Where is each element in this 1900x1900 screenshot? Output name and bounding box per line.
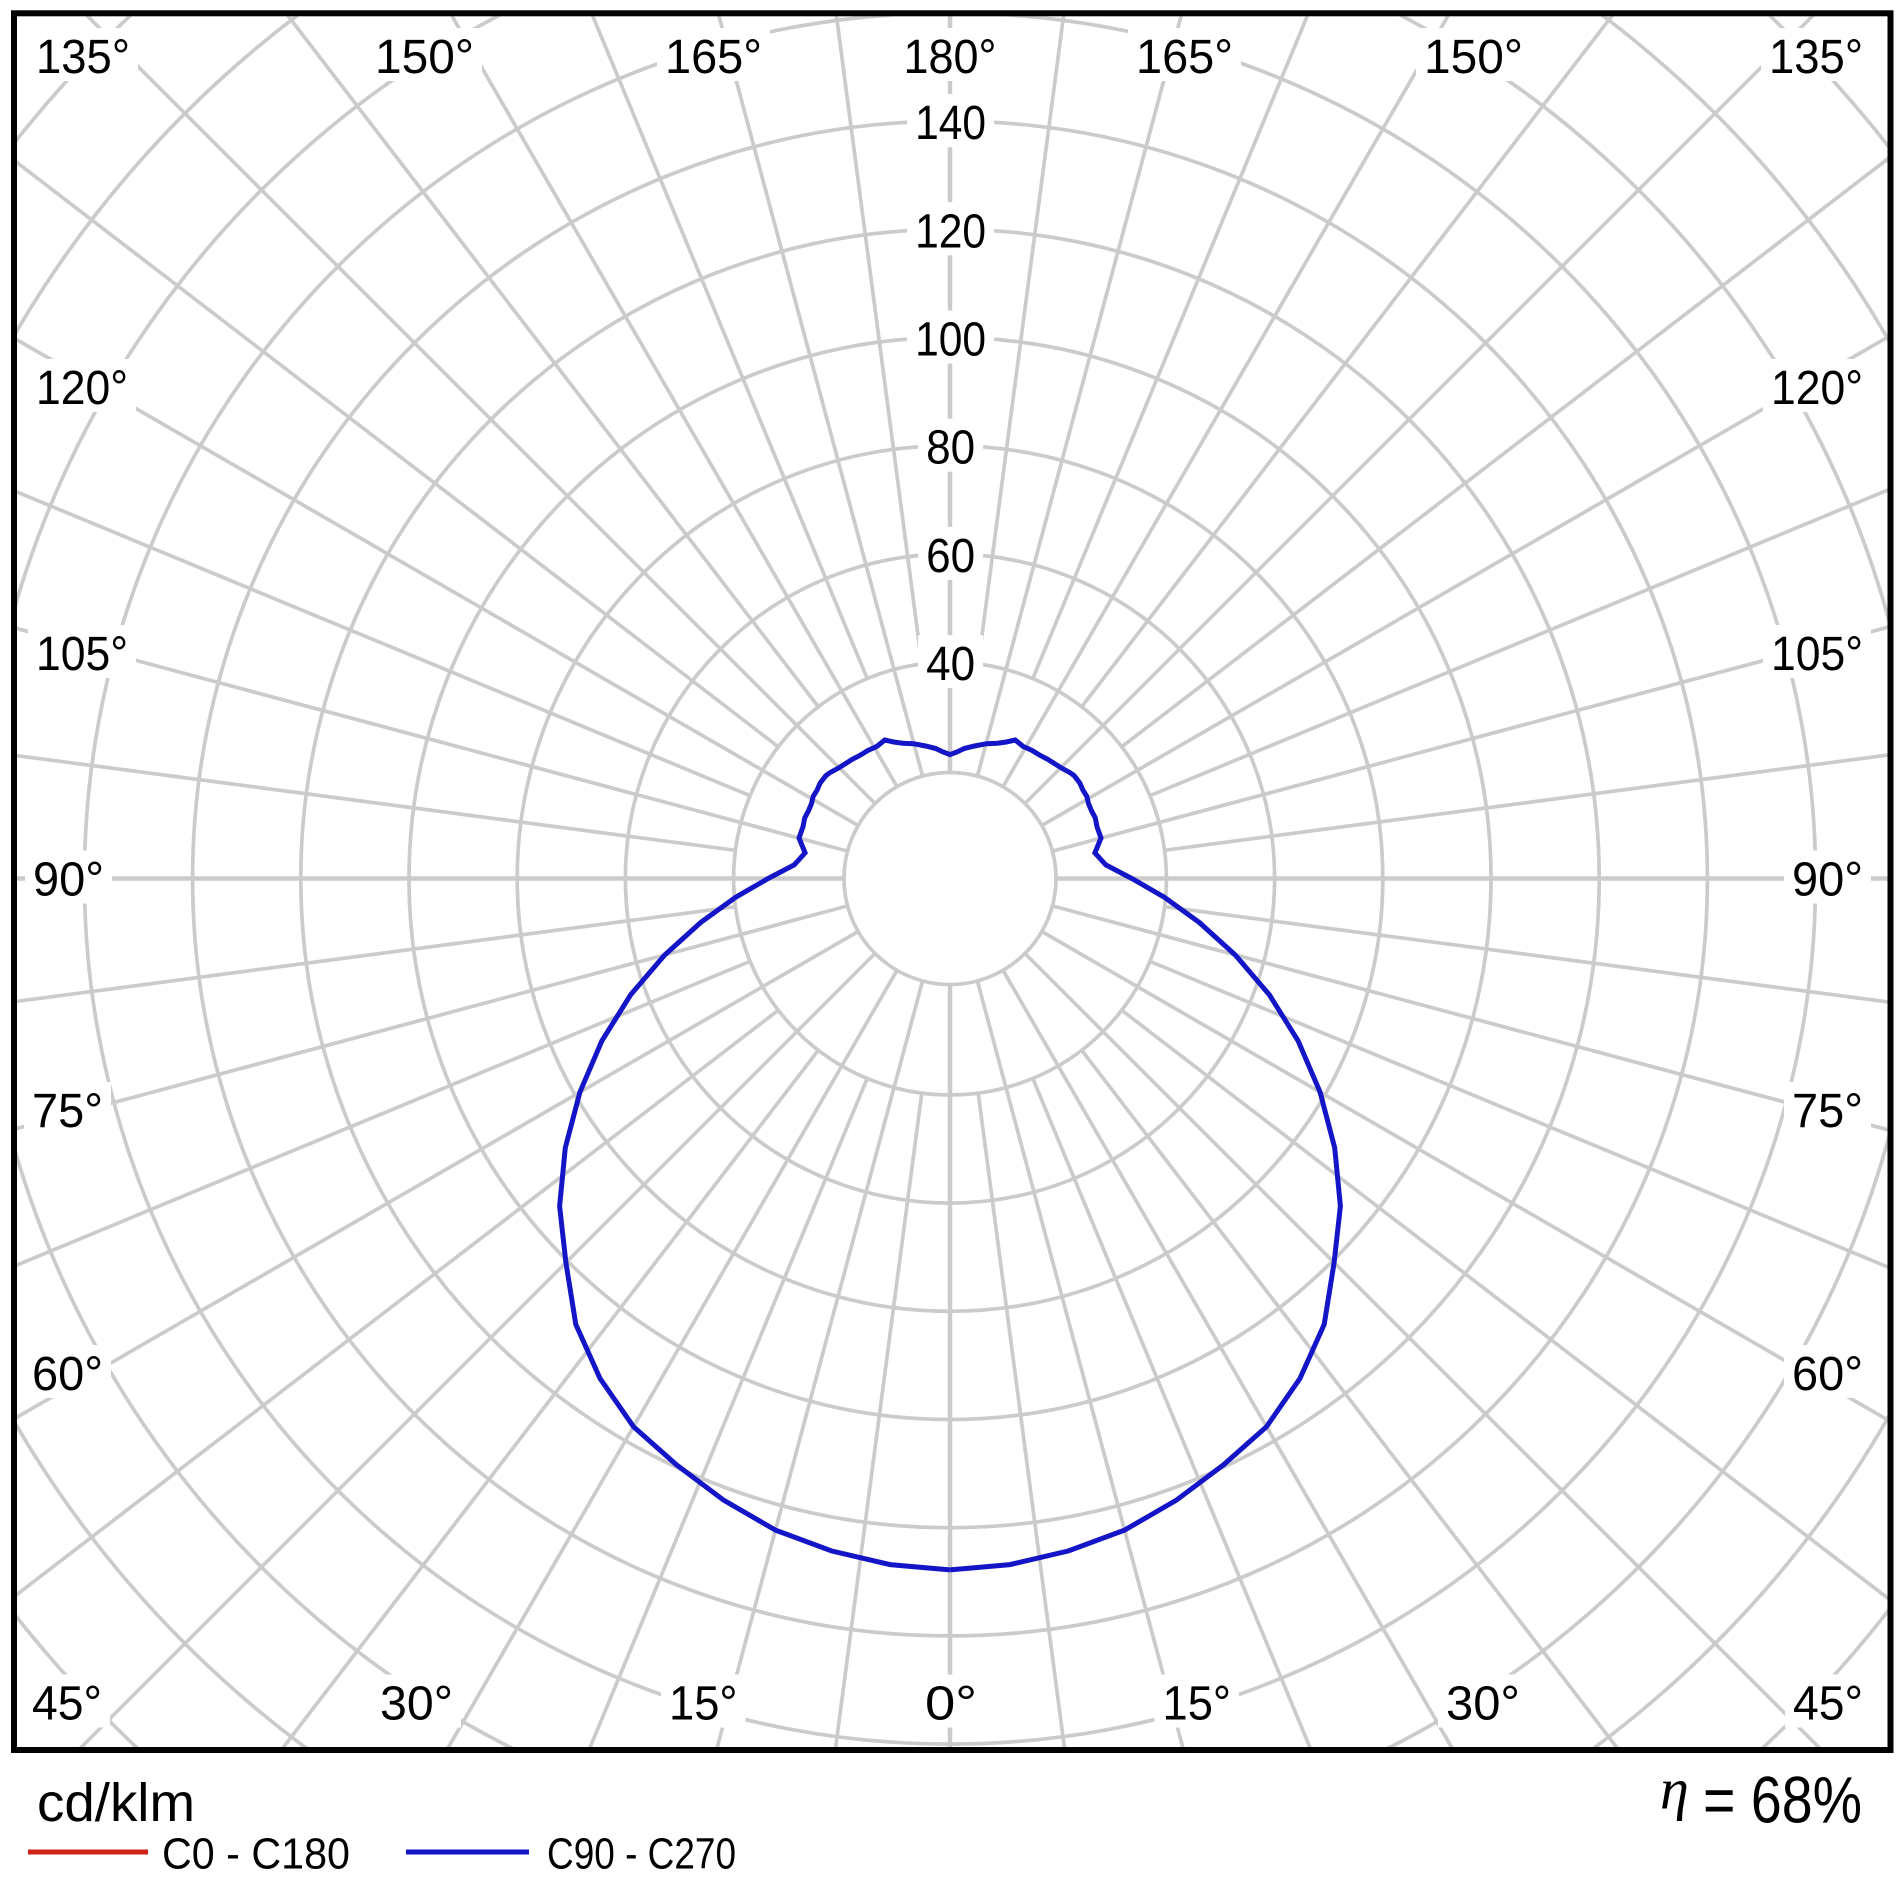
svg-text:30°: 30° [1446,1678,1520,1731]
svg-text:135°: 135° [36,31,130,84]
svg-text:90°: 90° [1792,854,1863,907]
svg-text:60: 60 [926,530,975,583]
svg-text:90°: 90° [33,854,104,907]
svg-text:120°: 120° [1771,362,1863,415]
svg-text:= 68%: = 68% [1703,1763,1862,1837]
svg-text:45°: 45° [1793,1678,1863,1731]
svg-text:165°: 165° [665,31,762,84]
svg-text:cd/klm: cd/klm [37,1773,195,1833]
svg-text:140: 140 [915,97,986,150]
svg-text:120: 120 [915,205,986,258]
svg-text:30°: 30° [380,1678,453,1731]
svg-text:180°: 180° [904,31,997,84]
svg-text:135°: 135° [1769,31,1863,84]
svg-text:150°: 150° [1424,31,1523,84]
svg-text:C0 - C180: C0 - C180 [162,1830,350,1879]
svg-text:15°: 15° [669,1678,738,1731]
svg-text:150°: 150° [375,31,474,84]
svg-text:40: 40 [926,638,975,691]
svg-text:105°: 105° [36,628,128,681]
svg-text:100: 100 [915,314,986,367]
svg-text:105°: 105° [1771,628,1863,681]
svg-text:60°: 60° [1792,1348,1863,1401]
svg-text:15°: 15° [1163,1678,1232,1731]
svg-text:η: η [1660,1757,1689,1822]
svg-text:C90 - C270: C90 - C270 [547,1830,736,1879]
svg-text:120°: 120° [36,362,128,415]
svg-text:165°: 165° [1136,31,1233,84]
svg-text:75°: 75° [32,1085,103,1138]
svg-text:45°: 45° [32,1678,102,1731]
svg-text:0°: 0° [925,1678,977,1731]
svg-text:80: 80 [926,422,975,475]
svg-text:60°: 60° [32,1348,103,1401]
svg-text:75°: 75° [1792,1085,1863,1138]
